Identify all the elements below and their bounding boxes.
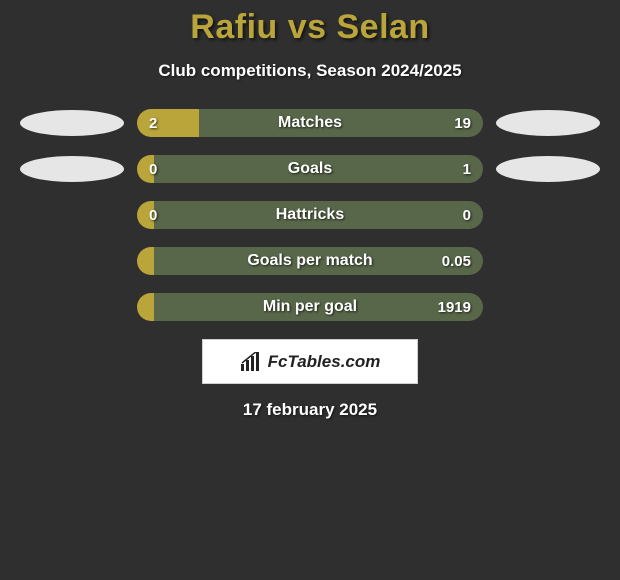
left-avatar-slot: [7, 110, 137, 136]
page-subtitle: Club competitions, Season 2024/2025: [0, 61, 620, 81]
stat-row: 00Hattricks: [0, 201, 620, 229]
brand-chart-icon: [240, 352, 262, 372]
comparison-infographic: Rafiu vs Selan Club competitions, Season…: [0, 0, 620, 420]
stat-row: 0.05Goals per match: [0, 247, 620, 275]
player-avatar-right: [496, 156, 600, 182]
brand-badge: FcTables.com: [202, 339, 418, 384]
stat-label: Hattricks: [137, 201, 483, 229]
stat-row: 219Matches: [0, 109, 620, 137]
stat-label: Matches: [137, 109, 483, 137]
right-avatar-slot: [483, 110, 613, 136]
stat-bar: 219Matches: [137, 109, 483, 137]
stat-label: Min per goal: [137, 293, 483, 321]
stat-bar: 01Goals: [137, 155, 483, 183]
left-avatar-slot: [7, 156, 137, 182]
player-avatar-left: [20, 156, 124, 182]
stat-rows: 219Matches 01Goals 00Hattricks 0.05Goals pe…: [0, 109, 620, 321]
stat-row: 01Goals: [0, 155, 620, 183]
date-text: 17 february 2025: [0, 400, 620, 420]
stat-bar: 1919Min per goal: [137, 293, 483, 321]
brand-text: FcTables.com: [268, 352, 381, 372]
stat-label: Goals: [137, 155, 483, 183]
stat-bar: 0.05Goals per match: [137, 247, 483, 275]
player-avatar-right: [496, 110, 600, 136]
stat-bar: 00Hattricks: [137, 201, 483, 229]
page-title: Rafiu vs Selan: [0, 8, 620, 47]
right-avatar-slot: [483, 156, 613, 182]
stat-label: Goals per match: [137, 247, 483, 275]
stat-row: 1919Min per goal: [0, 293, 620, 321]
player-avatar-left: [20, 110, 124, 136]
